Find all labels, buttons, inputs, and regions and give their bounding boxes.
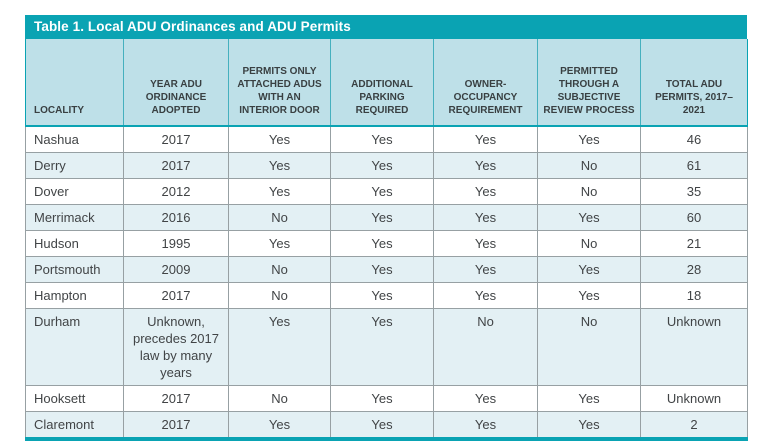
- table-cell: No: [537, 230, 641, 257]
- table-cell: 46: [640, 125, 748, 153]
- table-cell: Yes: [537, 385, 641, 412]
- table-cell: 2009: [123, 256, 229, 283]
- locality-cell: Hudson: [25, 230, 124, 257]
- table-cell: 2017: [123, 152, 229, 179]
- adu-ordinances-table: LOCALITY YEAR ADU ORDINANCE ADOPTED PERMIT…: [25, 39, 748, 441]
- table-cell: Yes: [330, 256, 434, 283]
- table-cell: Yes: [537, 282, 641, 309]
- table-row: Hooksett 2017 No Yes Yes Yes Unknown: [25, 385, 748, 412]
- locality-cell: Merrimack: [25, 204, 124, 231]
- table-cell: 1995: [123, 230, 229, 257]
- locality-cell: Hooksett: [25, 385, 124, 412]
- table-cell: 2017: [123, 125, 229, 153]
- table-cell: Yes: [330, 178, 434, 205]
- column-header: PERMITTED THROUGH A SUBJECTIVE REVIEW PR…: [537, 39, 641, 127]
- header-row: LOCALITY YEAR ADU ORDINANCE ADOPTED PERMIT…: [25, 39, 748, 127]
- table-cell: Yes: [433, 385, 538, 412]
- table-row: Merrimack 2016 No Yes Yes Yes 60: [25, 204, 748, 231]
- locality-cell: Derry: [25, 152, 124, 179]
- table-cell: 21: [640, 230, 748, 257]
- table-cell: Yes: [330, 282, 434, 309]
- table-cell: Yes: [228, 308, 331, 386]
- table-cell: 2017: [123, 411, 229, 440]
- table-cell: Yes: [537, 125, 641, 153]
- table-cell: Yes: [330, 385, 434, 412]
- table-cell: 60: [640, 204, 748, 231]
- table-cell: Yes: [228, 125, 331, 153]
- column-header: YEAR ADU ORDINANCE ADOPTED: [123, 39, 229, 127]
- column-header: TOTAL ADU PERMITS, 2017–2021: [640, 39, 748, 127]
- locality-cell: Portsmouth: [25, 256, 124, 283]
- table-cell: Yes: [330, 308, 434, 386]
- table-cell: 2: [640, 411, 748, 440]
- column-header: OWNER-OCCUPANCY REQUIREMENT: [433, 39, 538, 127]
- table-cell: 2016: [123, 204, 229, 231]
- table-row: Nashua 2017 Yes Yes Yes Yes 46: [25, 125, 748, 153]
- table-cell: 2017: [123, 282, 229, 309]
- locality-cell: Claremont: [25, 411, 124, 440]
- table-cell: Unknown, precedes 2017 law by many years: [123, 308, 229, 386]
- table-cell: Yes: [330, 152, 434, 179]
- table-cell: Unknown: [640, 308, 748, 386]
- table-cell: 35: [640, 178, 748, 205]
- table-cell: 2017: [123, 385, 229, 412]
- table-cell: Yes: [330, 125, 434, 153]
- column-header: PERMITS ONLY ATTACHED ADUs WITH AN INTER…: [228, 39, 331, 127]
- table-cell: Unknown: [640, 385, 748, 412]
- column-header: ADDITIONAL PARKING REQUIRED: [330, 39, 434, 127]
- table-cell: Yes: [433, 230, 538, 257]
- table-cell: No: [433, 308, 538, 386]
- table-body: Nashua 2017 Yes Yes Yes Yes 46 Derry 2017 Yes Yes Y…: [25, 125, 748, 440]
- table-cell: Yes: [537, 204, 641, 231]
- table-cell: Yes: [228, 411, 331, 440]
- table-cell: Yes: [330, 204, 434, 231]
- table-cell: Yes: [228, 152, 331, 179]
- table-title: Table 1. Local ADU Ordinances and ADU Pe…: [25, 15, 747, 39]
- table-row: Dover 2012 Yes Yes Yes No 35: [25, 178, 748, 205]
- table-header: LOCALITY YEAR ADU ORDINANCE ADOPTED PERMIT…: [25, 39, 748, 127]
- column-header: LOCALITY: [25, 39, 124, 127]
- table-row: Derry 2017 Yes Yes Yes No 61: [25, 152, 748, 179]
- table-cell: No: [537, 178, 641, 205]
- table-cell: 18: [640, 282, 748, 309]
- table-row: Portsmouth 2009 No Yes Yes Yes 28: [25, 256, 748, 283]
- table-cell: Yes: [537, 411, 641, 440]
- table-cell: No: [228, 256, 331, 283]
- table-row: Hampton 2017 No Yes Yes Yes 18: [25, 282, 748, 309]
- locality-cell: Dover: [25, 178, 124, 205]
- locality-cell: Durham: [25, 308, 124, 386]
- table-cell: 28: [640, 256, 748, 283]
- table-cell: Yes: [330, 230, 434, 257]
- table-cell: Yes: [433, 125, 538, 153]
- table-row: Durham Unknown, precedes 2017 law by many…: [25, 308, 748, 386]
- table-cell: Yes: [433, 256, 538, 283]
- table-cell: Yes: [433, 204, 538, 231]
- locality-cell: Nashua: [25, 125, 124, 153]
- locality-cell: Hampton: [25, 282, 124, 309]
- table-cell: No: [228, 282, 331, 309]
- table-cell: Yes: [433, 282, 538, 309]
- table-cell: Yes: [433, 411, 538, 440]
- table-cell: Yes: [330, 411, 434, 440]
- table-cell: No: [537, 152, 641, 179]
- table-cell: 61: [640, 152, 748, 179]
- table-cell: No: [228, 204, 331, 231]
- table-cell: Yes: [433, 178, 538, 205]
- table-cell: No: [537, 308, 641, 386]
- table-cell: No: [228, 385, 331, 412]
- table-cell: Yes: [228, 230, 331, 257]
- table-cell: Yes: [537, 256, 641, 283]
- table-row: Hudson 1995 Yes Yes Yes No 21: [25, 230, 748, 257]
- adu-table-container: Table 1. Local ADU Ordinances and ADU Pe…: [25, 15, 748, 441]
- table-row: Claremont 2017 Yes Yes Yes Yes 2: [25, 411, 748, 440]
- table-cell: Yes: [433, 152, 538, 179]
- table-cell: Yes: [228, 178, 331, 205]
- table-cell: 2012: [123, 178, 229, 205]
